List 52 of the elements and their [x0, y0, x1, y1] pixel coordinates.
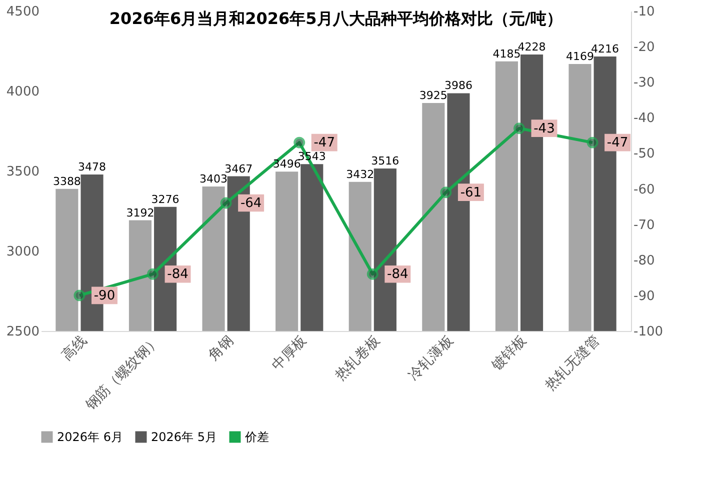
point: [440, 186, 452, 198]
point: [147, 268, 159, 280]
data-label: -47: [314, 136, 335, 151]
y2-tick-label: -60: [634, 182, 655, 198]
x-tick-label: 中厚板: [268, 332, 310, 374]
data-label: -64: [240, 196, 262, 211]
point: [513, 122, 525, 134]
y2-tick-label: -30: [634, 76, 655, 91]
point: [366, 268, 378, 280]
data-label: -84: [387, 267, 408, 282]
point: [74, 290, 86, 302]
data-label: 3432: [346, 168, 374, 181]
data-label: 3403: [200, 172, 228, 186]
data-label: -61: [460, 185, 482, 200]
legend-label: 2026年 6月: [57, 430, 123, 444]
y-tick-label: 2500: [6, 324, 40, 340]
x-tick-label: 高线: [58, 332, 90, 364]
data-label: 3388: [52, 174, 81, 188]
x-tick-label: 角钢: [206, 332, 237, 364]
data-label: 3516: [371, 154, 400, 168]
x-tick-label: 热轧无缝管: [542, 332, 604, 394]
legend-label: 价差: [244, 430, 269, 444]
data-label: 3496: [272, 158, 301, 171]
point: [586, 136, 598, 148]
y2-tick-label: -10: [634, 4, 655, 20]
y-tick-label: 3000: [6, 244, 40, 260]
x-tick-label: 热轧卷板: [332, 332, 384, 384]
data-label: -43: [534, 121, 555, 136]
x-tick-label: 冷轧薄板: [406, 332, 457, 384]
y2-tick-label: -100: [634, 324, 664, 340]
y2-tick-label: -40: [634, 111, 655, 126]
data-label: 3467: [224, 162, 253, 176]
point: [220, 197, 232, 209]
y2-tick-label: -70: [634, 218, 655, 233]
legend-label: 2026年 5月: [151, 430, 217, 444]
data-label: 3478: [78, 160, 106, 174]
y2-tick-label: -90: [634, 288, 655, 304]
data-label: 3192: [126, 206, 154, 220]
x-tick-label: 镀锌板: [488, 332, 530, 375]
y2-tick-label: -20: [634, 40, 655, 56]
chart-title: 2026年6月当月和2026年5月八大品种平均价格对比（元/吨）: [109, 9, 563, 28]
y-tick-label: 4000: [6, 84, 40, 100]
y2-tick-label: -50: [634, 146, 655, 162]
data-label: -90: [94, 288, 116, 304]
data-label: -47: [606, 136, 628, 151]
y-tick-label: 4500: [6, 4, 40, 20]
y2-tick-label: -80: [634, 253, 655, 268]
point: [294, 136, 306, 148]
data-label: -84: [167, 267, 188, 282]
y-tick-label: 3500: [6, 164, 40, 180]
data-label: 3276: [151, 192, 180, 206]
data-label: 4169: [566, 50, 594, 63]
